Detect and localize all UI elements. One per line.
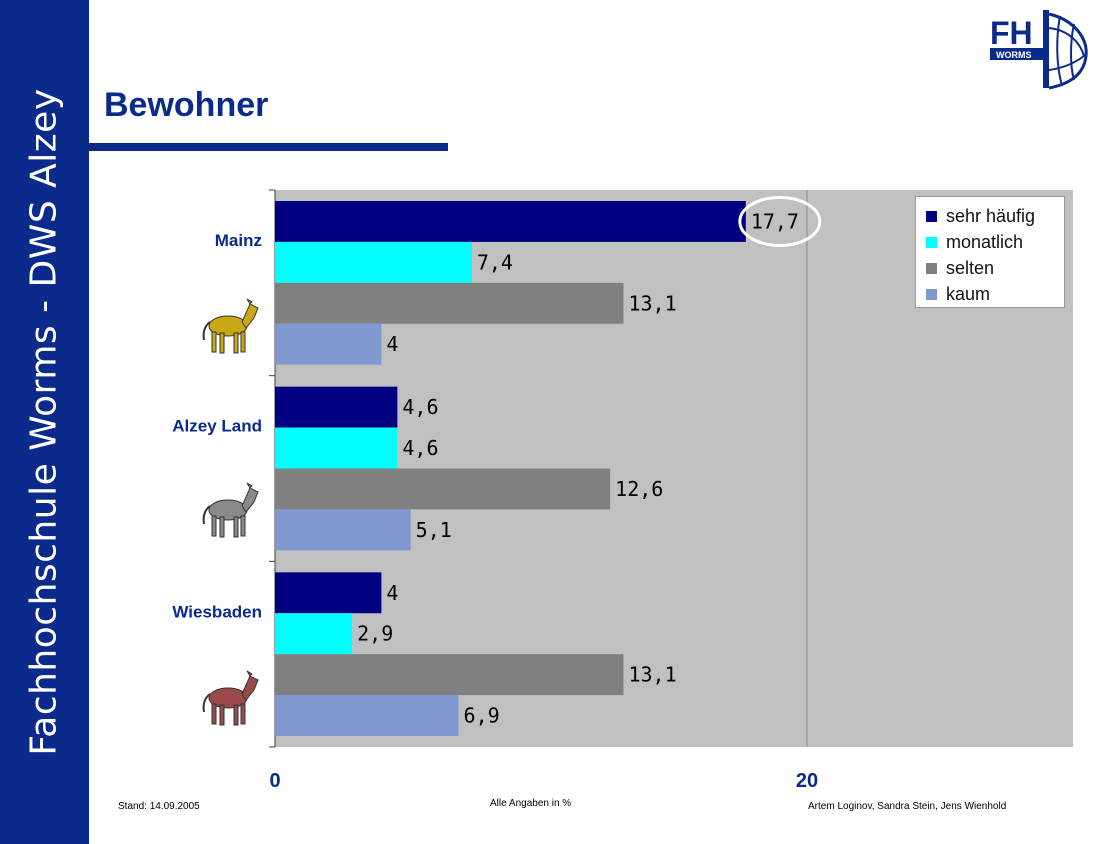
svg-text:FH: FH [990,15,1033,51]
legend-item: kaum [926,281,1064,307]
x-tick-label: 20 [796,770,818,792]
bar [275,468,611,510]
footer-units: Alle Angaben in % [490,798,572,809]
data-label: 6,9 [464,704,500,728]
footer-date: Stand: 14.09.2005 [118,801,200,812]
bar [275,241,472,283]
legend-swatch [926,288,937,300]
data-label: 4,6 [402,395,438,419]
legend-item: sehr häufig [926,203,1064,229]
bar [275,323,382,365]
legend-swatch [926,262,937,274]
bar [275,509,411,551]
bar [275,201,746,242]
sidebar: Fachhochschule Worms - DWS Alzey [0,0,89,844]
legend-swatch [926,236,937,248]
category-label: Mainz [215,231,262,250]
data-label: 17,7 [751,209,799,233]
legend-label: kaum [946,283,991,304]
bar [275,386,398,428]
horse-grey-icon [202,482,259,538]
data-label: 7,4 [477,250,513,274]
legend-item: monatlich [926,229,1064,255]
data-label: 4,6 [402,436,438,460]
horse-red-icon [202,670,259,726]
svg-text:WORMS: WORMS [996,50,1032,60]
bar [275,282,624,324]
legend-label: monatlich [946,231,1024,252]
bar [275,613,353,655]
legend-swatch [926,210,937,222]
chart-legend: sehr häufig monatlich selten kaum [915,196,1065,308]
data-label: 13,1 [628,663,676,687]
legend-label: sehr häufig [946,205,1036,226]
x-tick-label: 0 [269,770,280,792]
data-label: 13,1 [628,291,676,315]
data-label: 5,1 [416,518,452,542]
horse-gold-icon [202,298,259,354]
bar [275,427,398,469]
data-label: 2,9 [357,622,393,646]
data-label: 4 [386,581,398,605]
legend-label: selten [946,257,995,278]
category-label: Alzey Land [172,417,262,436]
data-label: 4 [386,332,398,356]
title-underline [89,143,448,151]
legend-item: selten [926,255,1064,281]
bar [275,572,382,614]
highlight-circle [738,195,822,247]
bar [275,654,624,696]
category-label: Wiesbaden [172,602,262,621]
data-label: 12,6 [615,477,663,501]
fh-worms-logo-icon: FH WORMS [990,10,1088,90]
bar [275,695,459,736]
page-title: Bewohner [104,86,269,124]
footer-authors: Artem Loginov, Sandra Stein, Jens Wienho… [808,801,1007,812]
